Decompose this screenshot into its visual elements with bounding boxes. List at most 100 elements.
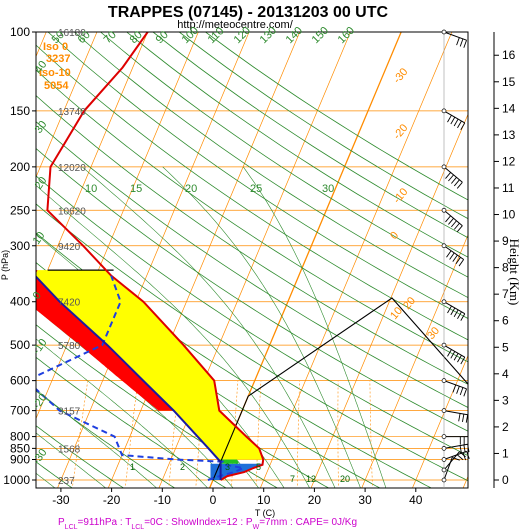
wind-barb-flag (463, 388, 467, 397)
dry-adiabat (36, 203, 468, 482)
wind-station-dot (441, 29, 447, 35)
wind-barb-flag (447, 114, 452, 123)
wind-barb-flag (466, 451, 470, 459)
wind-station-dot (441, 408, 447, 413)
plot-frame (35, 31, 469, 489)
moist-adiabat-label: 25 (250, 183, 262, 195)
mixing-ratio-label: 5 (256, 462, 261, 472)
wind-barb (443, 443, 468, 449)
wind-barb-flag (456, 181, 463, 189)
height-tick-label: 15 (502, 75, 516, 89)
mixing-ratio-line (337, 380, 339, 488)
isotherm-line (310, 113, 468, 488)
wind-barb-flag (448, 218, 454, 225)
standard-height-label: 1568 (58, 444, 81, 455)
height-tick-label: 10 (502, 208, 516, 222)
wind-barb (443, 344, 466, 358)
wind-barb-flag (452, 254, 458, 262)
dry-adiabat (47, 32, 468, 319)
standard-height-label: 237 (58, 476, 75, 487)
height-tick-label: 3 (502, 393, 509, 407)
chart-subtitle: http://meteocentre.com/ (177, 19, 293, 31)
wind-station-dot (441, 378, 447, 383)
dry-adiabat (36, 147, 468, 432)
mixing-ratio-label: 20 (340, 474, 350, 484)
wind-station-dot (441, 342, 447, 348)
temperature-tick-label: 10 (257, 493, 271, 507)
height-tick-label: 8 (502, 261, 509, 275)
moist-adiabat-label: 15 (130, 183, 142, 195)
wind-barb-flag (465, 414, 469, 423)
standard-height-label: 13740 (58, 107, 86, 118)
series-parcel (36, 275, 222, 480)
wind-station-dot (441, 434, 447, 439)
wind-barb-flag (457, 120, 462, 129)
height-tick-label: 16 (502, 48, 516, 62)
pressure-tick-label: 800 (10, 430, 30, 444)
freezing-level-line (212, 297, 468, 481)
wind-station-dot (441, 108, 447, 114)
wind-station-dot (441, 243, 447, 249)
wind-barb-flag (453, 179, 460, 187)
wind-barb-flag (450, 307, 456, 316)
wind-station-dot (441, 299, 447, 305)
standard-height-label: 16180 (58, 28, 86, 39)
height-tick-label: 7 (502, 287, 509, 301)
temperature-axis-label: T (C) (255, 508, 275, 518)
wind-barb-flag (451, 177, 457, 184)
dry-adiabat-label: 30 (33, 119, 50, 136)
temperature-tick-label: -10 (154, 493, 172, 507)
pressure-tick-label: 600 (10, 374, 30, 388)
dry-adiabat (36, 175, 468, 457)
wind-station-dot (441, 477, 447, 483)
wind-barb-flag (462, 452, 467, 461)
dry-adiabat-label: 40 (33, 59, 50, 76)
moist-adiabat-label: 30 (322, 183, 334, 195)
dry-adiabat-label: 0 (31, 290, 44, 302)
isotherm-line (361, 234, 468, 488)
pressure-tick-label: 1000 (3, 473, 30, 487)
wind-barb-flag (462, 414, 465, 423)
wind-barb-flag (458, 413, 461, 422)
standard-height-label: 3157 (58, 407, 81, 418)
dry-adiabat (126, 32, 468, 258)
wind-barb-flag (456, 454, 464, 461)
dry-adiabat (74, 32, 468, 299)
temperature-tick-label: 30 (358, 493, 372, 507)
wind-barb-flag (459, 38, 464, 47)
wind-barbs (441, 29, 470, 488)
isotherm-line (36, 32, 98, 179)
mixing-ratio-label: 2 (180, 462, 185, 472)
mixing-ratio-label: 3 (225, 462, 230, 472)
moist-adiabat (36, 184, 310, 488)
wind-barb-flag (453, 309, 459, 318)
moist-adiabat (36, 432, 107, 488)
dry-adiabat (100, 32, 468, 278)
shaded-area-low (210, 463, 263, 480)
height-tick-label: 1 (502, 446, 509, 460)
wind-barb (443, 450, 467, 460)
wind-barb-flag (452, 457, 460, 461)
standard-height-label: 9420 (58, 242, 81, 253)
wind-barb-flag (459, 445, 462, 454)
pressure-tick-label: 100 (10, 25, 30, 39)
wind-barb-flag (453, 118, 459, 127)
wind-barb (443, 209, 463, 227)
pressure-tick-label: 150 (10, 104, 30, 118)
wind-barb-flag (459, 387, 464, 396)
dry-adiabat (36, 121, 468, 408)
wind-barb (443, 166, 463, 183)
wind-barb-flag (452, 384, 457, 393)
moist-adiabat (162, 166, 361, 488)
moist-adiabat (82, 166, 336, 488)
wind-barb-flag (445, 215, 451, 223)
isotherm-line (36, 32, 148, 299)
wind-barb-flag (456, 386, 460, 394)
footer-indices: PLCL=911hPa : TLCL=0C : ShowIndex=12 : P… (58, 517, 357, 529)
pressure-tick-label: 500 (10, 338, 30, 352)
plot-clipped-layer (36, 32, 468, 488)
pressure-axis-label: P (hPa) (0, 250, 10, 280)
mixing-ratio-label: 12 (306, 474, 316, 484)
height-tick-label: 13 (502, 128, 516, 142)
